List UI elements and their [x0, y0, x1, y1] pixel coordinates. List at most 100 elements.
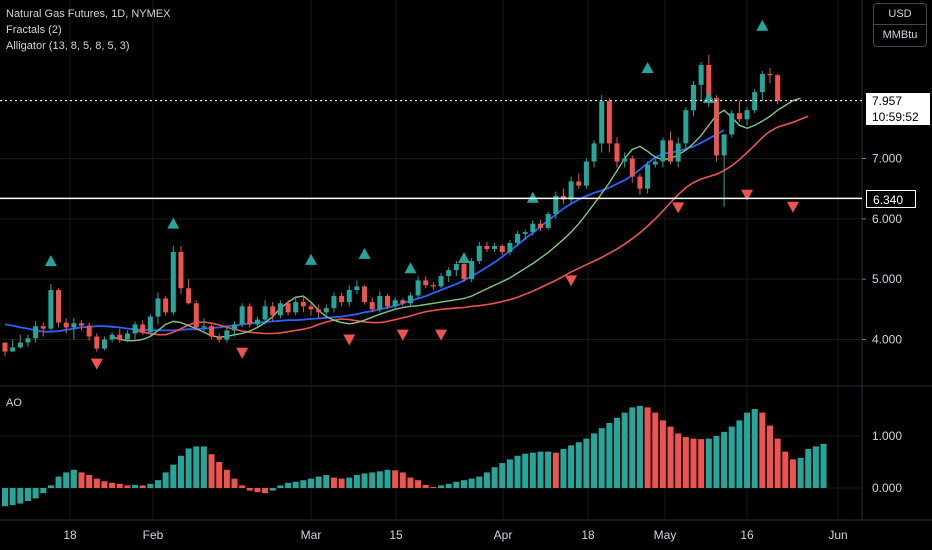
candle-body	[453, 264, 459, 271]
ao-bar	[47, 485, 54, 488]
fractal-up-marker	[305, 253, 317, 265]
candle-body	[178, 252, 184, 289]
currency-unit-selector[interactable]: USD MMBtu	[873, 3, 927, 47]
candle-body	[79, 323, 84, 326]
candle-body	[10, 347, 16, 352]
ao-bar	[308, 478, 314, 488]
ao-bar	[2, 488, 8, 507]
candle-body	[645, 164, 651, 189]
ao-bar	[468, 478, 475, 488]
ao-bar	[767, 425, 773, 488]
last-price-value: 7.957	[872, 94, 903, 108]
candle-body	[385, 296, 390, 307]
last-price-badge: 7.957 10:59:52	[866, 93, 930, 125]
ao-bar	[506, 459, 513, 488]
candle-body	[285, 303, 291, 313]
fractal-up-marker	[702, 92, 715, 104]
candle-body	[170, 252, 176, 313]
ao-bar	[132, 484, 139, 488]
ao-bar	[300, 480, 307, 488]
ao-bar	[820, 443, 827, 488]
ao-bar	[736, 420, 743, 488]
candle-body	[545, 214, 551, 228]
candle-body	[614, 143, 620, 162]
candle-body	[606, 101, 612, 144]
candle-body	[599, 101, 605, 144]
unit-label[interactable]: MMBtu	[882, 29, 918, 41]
candle-body	[101, 339, 107, 349]
candle-body	[622, 158, 628, 162]
candle-body	[591, 143, 597, 162]
time-tick-label: 18	[63, 528, 77, 542]
candle-body	[675, 143, 681, 162]
unit-separator	[874, 24, 926, 25]
candle-body	[362, 286, 368, 303]
currency-label[interactable]: USD	[888, 8, 912, 20]
ao-bar	[223, 469, 230, 488]
candle-body	[209, 326, 215, 337]
legend-alligator[interactable]: Alligator (13, 8, 5, 8, 5, 3)	[6, 40, 130, 52]
ao-bar	[682, 437, 689, 488]
time-tick-label: May	[654, 528, 677, 542]
ao-bar	[591, 433, 598, 488]
ao-bar	[583, 438, 590, 488]
candle-body	[40, 326, 46, 329]
candle-body	[392, 300, 398, 307]
ao-bar	[392, 470, 399, 488]
ao-bar	[193, 446, 200, 488]
candle-body	[660, 140, 666, 162]
fractal-down-marker	[741, 189, 754, 201]
candle-body	[438, 276, 444, 287]
ao-bar	[713, 436, 720, 488]
candle-body	[155, 298, 161, 317]
candle-body	[668, 140, 674, 162]
ao-bar	[438, 485, 445, 488]
candle-body	[277, 303, 283, 316]
candle-body	[201, 326, 207, 328]
ao-bar	[246, 488, 253, 491]
ao-bar	[483, 472, 490, 488]
candle-body	[293, 302, 299, 313]
ao-bar	[537, 451, 544, 488]
ao-bar	[330, 477, 337, 488]
ao-bar	[124, 485, 131, 488]
ao-bar	[155, 480, 161, 488]
ao-bar	[353, 475, 360, 488]
ao-bar	[86, 475, 93, 488]
ao-bar	[55, 476, 62, 488]
candle-body	[698, 64, 704, 85]
ao-bar	[109, 482, 116, 488]
legend-symbol[interactable]: Natural Gas Futures, 1D, NYMEX	[6, 8, 171, 20]
ao-indicator-label[interactable]: AO	[6, 397, 22, 409]
ao-bar	[315, 476, 322, 488]
time-tick-label: Apr	[494, 528, 513, 542]
candle-body	[522, 232, 528, 234]
ao-bar	[575, 442, 582, 488]
candle-body	[354, 286, 360, 291]
candle-body	[759, 74, 765, 93]
candle-body	[224, 330, 230, 340]
ao-bar	[269, 488, 276, 491]
ao-bar	[17, 488, 24, 504]
ao-tick-label: 0.000	[872, 481, 902, 495]
candle-body	[346, 290, 352, 303]
candle-body	[254, 319, 260, 325]
candle-body	[2, 342, 8, 352]
legend-fractals[interactable]: Fractals (2)	[6, 24, 62, 36]
ao-bar	[621, 412, 628, 488]
candle-body	[186, 288, 192, 304]
price-tick-label: 6.000	[872, 212, 902, 226]
ao-bar	[399, 472, 406, 488]
candle-body	[339, 296, 345, 303]
price-tick-label: 5.000	[872, 272, 902, 286]
ao-bar	[162, 472, 169, 488]
candle-body	[729, 113, 735, 135]
ao-bar	[277, 485, 284, 488]
fractal-down-marker	[672, 202, 685, 214]
ao-bar	[323, 475, 330, 488]
candle-body	[538, 223, 543, 228]
candle-body	[25, 338, 31, 343]
candle-body	[109, 334, 115, 340]
fractal-up-marker	[167, 217, 180, 229]
